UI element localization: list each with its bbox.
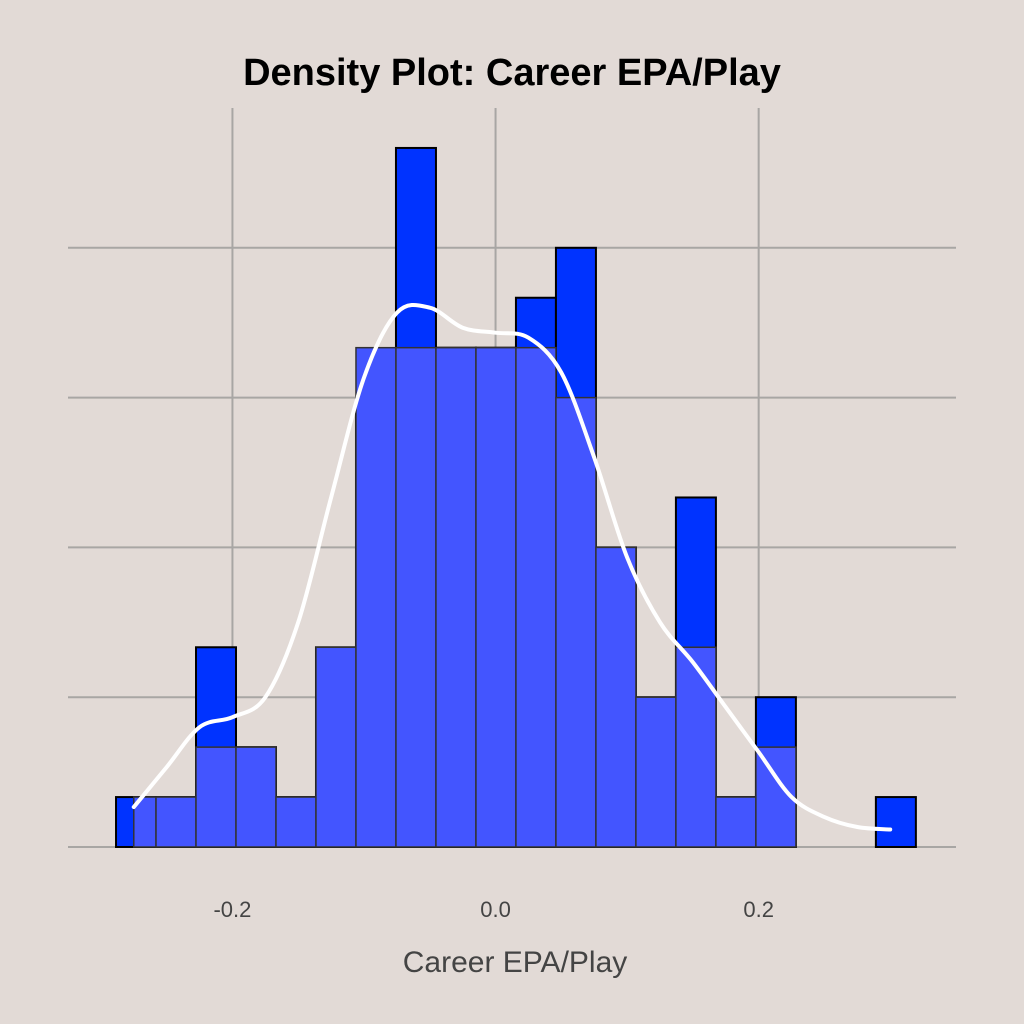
bar-overlay-9 bbox=[475, 346, 517, 848]
bar-full-19 bbox=[874, 796, 917, 848]
x-tick-labels: -0.2 0.0 0.2 bbox=[213, 897, 773, 922]
bar-overlay-10 bbox=[515, 346, 557, 848]
bar-overlay-13 bbox=[635, 696, 677, 848]
x-tick-label: 0.2 bbox=[743, 897, 774, 922]
bar-overlay-5 bbox=[315, 646, 357, 848]
bar-overlay-1 bbox=[155, 796, 197, 848]
bar-overlay-15 bbox=[715, 796, 757, 848]
bar-overlay-3 bbox=[235, 746, 277, 848]
x-tick-label: -0.2 bbox=[213, 897, 251, 922]
bar-overlay-12 bbox=[595, 546, 637, 848]
chart-title: Density Plot: Career EPA/Play bbox=[243, 52, 781, 94]
bar-overlay-8 bbox=[435, 346, 477, 848]
x-tick-label: 0.0 bbox=[480, 897, 511, 922]
bar-overlay-4 bbox=[275, 796, 317, 848]
bar-overlay-14 bbox=[675, 646, 717, 848]
bar-overlay-11 bbox=[555, 396, 597, 848]
bar-overlay-2 bbox=[195, 746, 237, 848]
bar-overlay-7 bbox=[395, 346, 437, 848]
bars-overlay-layer bbox=[133, 346, 797, 848]
density-curve bbox=[131, 302, 893, 832]
x-axis-title: Career EPA/Play bbox=[403, 946, 628, 979]
bar-overlay-6 bbox=[355, 346, 397, 848]
density-curve-layer bbox=[131, 302, 893, 832]
